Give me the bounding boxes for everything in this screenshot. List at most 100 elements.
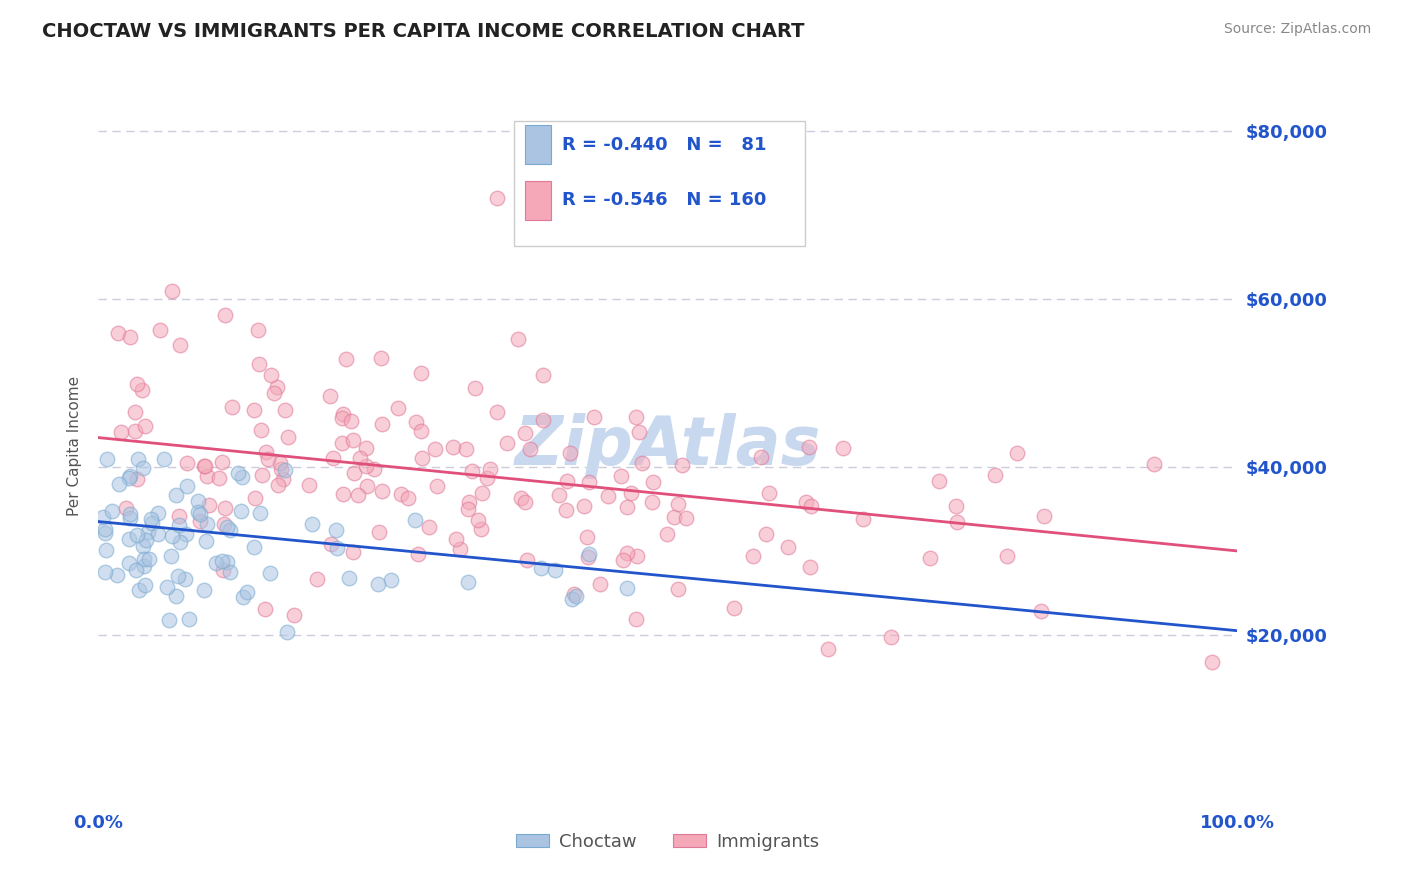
Point — [148, 507, 170, 521]
Point — [471, 486, 494, 500]
Point — [232, 591, 254, 605]
Point — [666, 582, 689, 596]
Point — [132, 559, 155, 574]
Point — [176, 479, 198, 493]
Point — [343, 466, 366, 480]
FancyBboxPatch shape — [526, 180, 551, 219]
Point — [575, 531, 598, 545]
Point — [1005, 446, 1028, 460]
Point — [94, 522, 117, 536]
Point — [214, 500, 236, 515]
Point — [531, 412, 554, 426]
Point — [467, 513, 489, 527]
Point — [197, 469, 219, 483]
Point — [370, 351, 392, 365]
Point — [406, 547, 429, 561]
Point — [211, 455, 233, 469]
Point — [389, 487, 412, 501]
Point — [226, 466, 249, 480]
Point — [800, 499, 823, 513]
Point — [131, 460, 153, 475]
Point — [945, 500, 967, 514]
Point — [470, 522, 492, 536]
Point — [332, 407, 354, 421]
Point — [243, 403, 266, 417]
Point — [229, 504, 252, 518]
Legend: Choctaw, Immigrants: Choctaw, Immigrants — [509, 826, 827, 858]
Point — [817, 642, 839, 657]
Point — [616, 500, 638, 514]
Point — [271, 472, 294, 486]
Point — [118, 471, 141, 485]
Point — [153, 451, 176, 466]
Point — [91, 510, 114, 524]
Point — [169, 534, 191, 549]
Point — [578, 547, 600, 561]
Point — [125, 563, 148, 577]
Point — [616, 581, 638, 595]
Point — [167, 509, 190, 524]
Point — [231, 470, 253, 484]
Point — [880, 630, 903, 644]
Point — [160, 549, 183, 564]
Point — [136, 524, 159, 539]
Point — [157, 613, 180, 627]
Point — [319, 389, 342, 403]
Point — [188, 514, 211, 528]
Point — [589, 577, 612, 591]
Point — [118, 556, 141, 570]
Point — [475, 471, 498, 485]
Point — [215, 555, 238, 569]
Point — [418, 519, 440, 533]
Point — [127, 528, 149, 542]
Point — [367, 524, 389, 539]
Point — [169, 338, 191, 352]
Point — [530, 561, 553, 575]
Text: CHOCTAW VS IMMIGRANTS PER CAPITA INCOME CORRELATION CHART: CHOCTAW VS IMMIGRANTS PER CAPITA INCOME … — [42, 22, 804, 41]
Point — [330, 410, 353, 425]
Point — [141, 516, 163, 530]
Point — [194, 459, 217, 474]
Point — [852, 512, 875, 526]
Point — [326, 541, 349, 555]
Point — [387, 401, 409, 415]
Point — [135, 533, 157, 547]
Point — [174, 572, 197, 586]
Point — [160, 284, 183, 298]
Point — [269, 456, 291, 470]
Point — [252, 467, 274, 482]
Point — [405, 415, 427, 429]
Point — [463, 381, 485, 395]
Point — [214, 308, 236, 322]
Point — [555, 503, 578, 517]
Point — [405, 514, 427, 528]
Text: R = -0.546   N = 160: R = -0.546 N = 160 — [562, 191, 766, 209]
Point — [101, 504, 124, 518]
Point — [187, 493, 209, 508]
Point — [132, 552, 155, 566]
Point — [515, 495, 537, 509]
Point — [628, 425, 651, 440]
Point — [128, 582, 150, 597]
Point — [208, 471, 231, 485]
Point — [558, 446, 581, 460]
Point — [582, 410, 605, 425]
Point — [657, 527, 679, 541]
Point — [995, 549, 1018, 563]
Point — [796, 495, 818, 509]
Point — [945, 515, 967, 529]
Point — [411, 424, 433, 438]
Point — [187, 505, 209, 519]
Point — [165, 488, 187, 502]
Point — [578, 475, 600, 490]
Y-axis label: Per Capita Income: Per Capita Income — [67, 376, 83, 516]
Point — [131, 383, 153, 397]
Point — [283, 607, 305, 622]
Point — [425, 479, 447, 493]
Point — [458, 495, 481, 509]
Point — [624, 612, 647, 626]
Point — [138, 551, 160, 566]
Point — [758, 485, 780, 500]
Point — [96, 451, 118, 466]
Point — [105, 568, 128, 582]
